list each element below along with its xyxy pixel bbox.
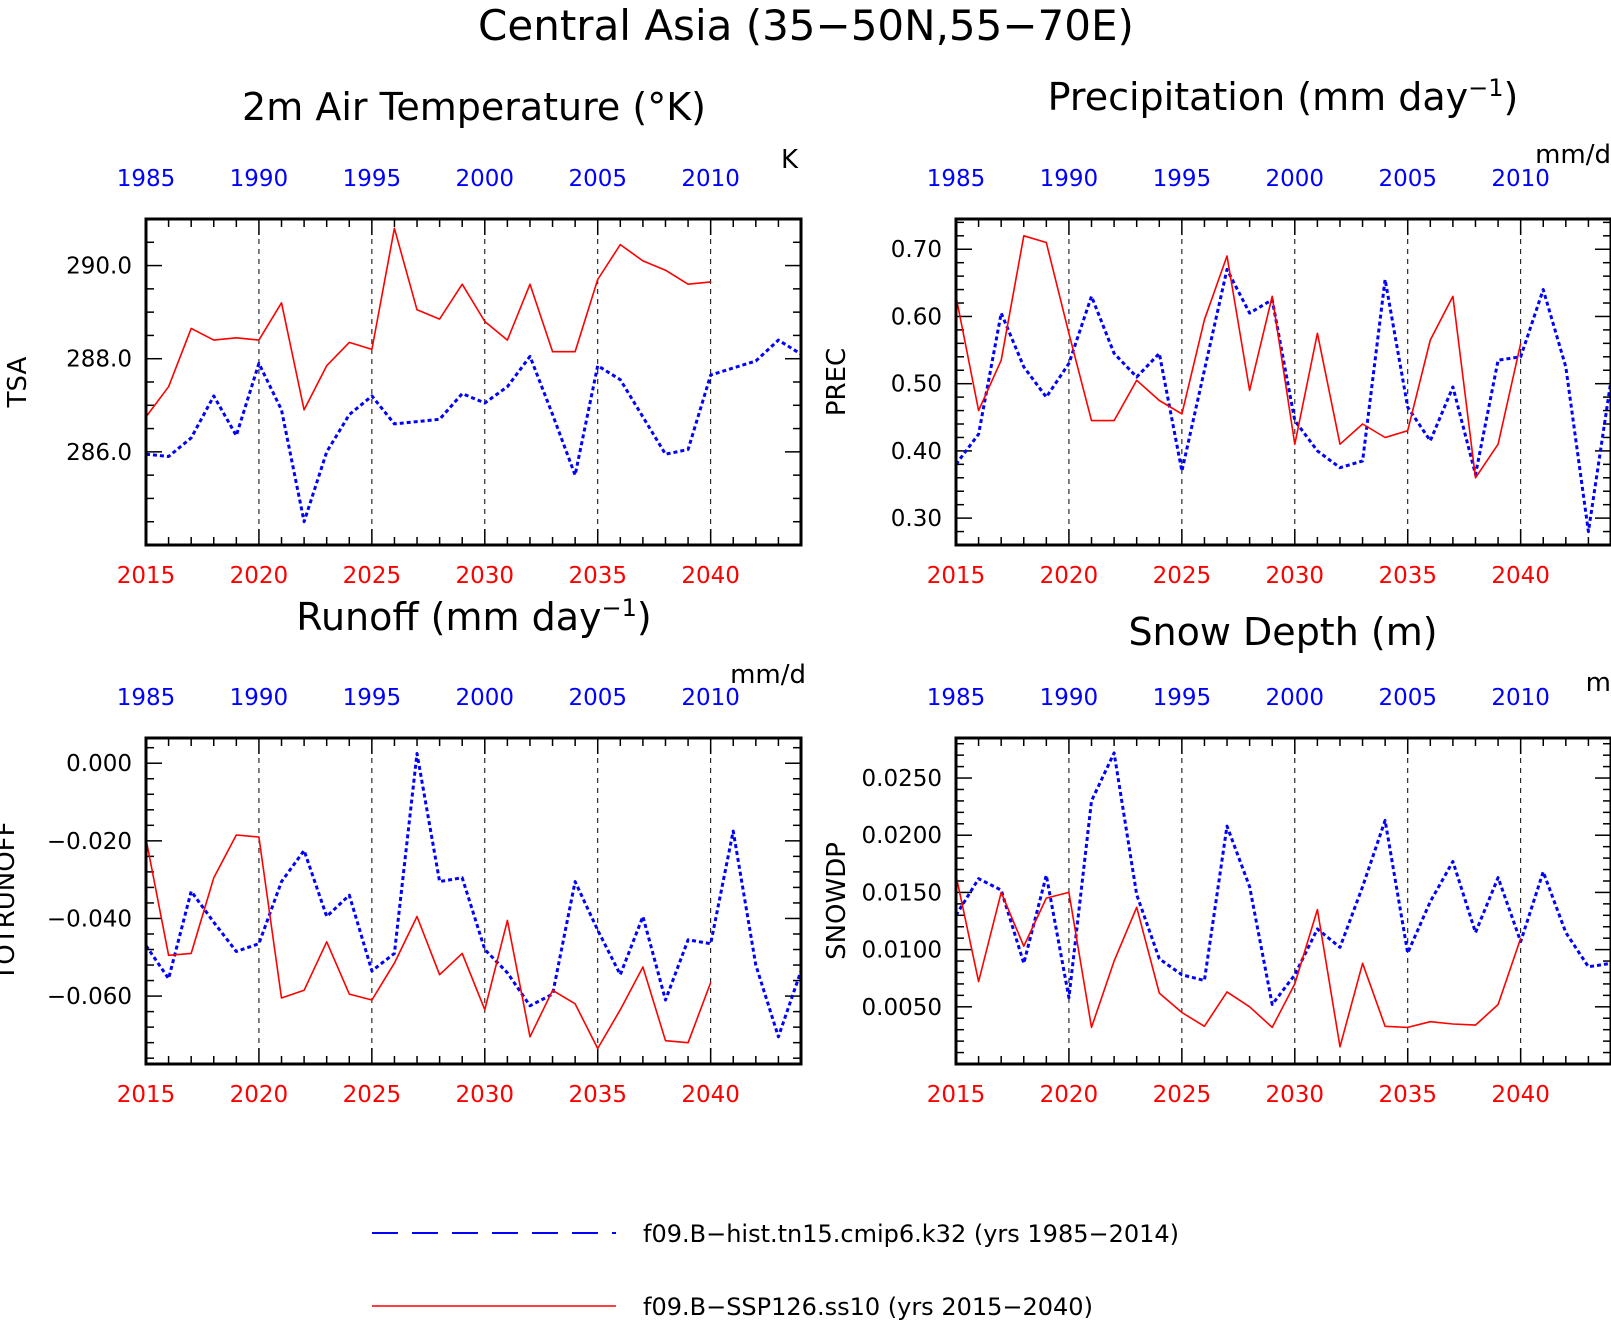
legend-label-ssp: f09.B−SSP126.ss10 (yrs 2015−2040) [643,1293,1093,1321]
x-tick-label-top: 1985 [117,166,176,192]
x-tick-label-bottom: 2020 [230,1082,289,1108]
series-line-ssp [955,235,1522,479]
x-tick-label-top: 1985 [117,685,176,711]
x-tick-label-top: 2000 [1266,685,1325,711]
y-axis-label: SNOWDP [822,842,852,960]
x-tick-label-bottom: 2025 [343,563,402,589]
x-tick-label-bottom: 2015 [117,1082,176,1108]
x-tick-label-bottom: 2040 [681,1082,740,1108]
series-line-ssp [145,227,711,418]
x-tick-label-bottom: 2015 [927,563,986,589]
series-line-ssp [955,875,1522,1048]
main-title: Central Asia (35−50N,55−70E) [478,1,1134,50]
x-tick-label-bottom: 2020 [230,563,289,589]
x-tick-label-bottom: 2030 [456,563,515,589]
y-tick-label: 0.0250 [862,766,942,792]
y-tick-label: 0.0100 [862,938,942,964]
x-tick-label-bottom: 2035 [568,563,627,589]
legend-label-hist: f09.B−hist.tn15.cmip6.k32 (yrs 1985−2014… [643,1220,1179,1248]
x-tick-label-top: 2000 [456,166,515,192]
unit-label: m [1586,668,1611,698]
x-tick-label-bottom: 2035 [1378,1082,1437,1108]
x-tick-label-top: 2005 [1378,685,1437,711]
chart-panel: Snow Depth (m) m SNOWDP 0.0050 0.0100 0.0150 0… [822,610,1611,1108]
x-tick-label-top: 2000 [1266,166,1325,192]
chart-panel: Runoff (mm day−1) mm/d TOTRUNOFF −0.060 −0.0… [0,594,806,1108]
legend: f09.B−hist.tn15.cmip6.k32 (yrs 1985−2014… [372,1220,1179,1321]
x-tick-label-top: 1995 [343,166,402,192]
y-tick-label: 0.000 [66,751,132,777]
x-tick-label-top: 1990 [1040,685,1099,711]
unit-label: K [781,145,799,175]
y-tick-label: 288.0 [66,347,132,373]
x-tick-label-bottom: 2035 [1378,563,1437,589]
series-line-hist [144,752,803,1039]
x-tick-label-top: 2010 [1491,166,1550,192]
series-line-ssp [145,834,712,1050]
unit-label: mm/d [1535,140,1611,170]
x-tick-label-top: 1990 [230,166,289,192]
chart-title: 2m Air Temperature (°K) [242,85,706,129]
y-tick-label: −0.060 [47,984,132,1010]
x-tick-label-top: 2000 [456,685,515,711]
y-tick-label: 0.60 [891,304,942,330]
x-tick-label-top: 2005 [1378,166,1437,192]
x-tick-label-bottom: 2035 [568,1082,627,1108]
x-tick-label-top: 1985 [927,166,986,192]
x-tick-label-bottom: 2040 [1491,563,1550,589]
plot-frame [954,736,1611,1066]
x-tick-label-top: 2005 [568,166,627,192]
y-tick-label: 0.0150 [862,880,942,906]
x-tick-label-top: 1985 [927,685,986,711]
x-tick-label-bottom: 2040 [1491,1082,1550,1108]
x-tick-label-top: 2010 [681,166,740,192]
x-tick-label-top: 2005 [568,685,627,711]
y-tick-label: 286.0 [66,440,132,466]
unit-label: mm/d [730,660,806,690]
y-tick-label: 0.40 [891,439,942,465]
x-tick-label-bottom: 2025 [1153,1082,1212,1108]
x-tick-label-top: 1990 [230,685,289,711]
series-line-hist [954,751,1611,1006]
y-tick-label: 0.50 [891,372,942,398]
x-tick-label-bottom: 2030 [1266,563,1325,589]
y-tick-label: 0.30 [891,506,942,532]
x-tick-label-top: 2010 [681,685,740,711]
x-tick-label-top: 1995 [1153,685,1212,711]
x-tick-label-bottom: 2020 [1040,1082,1099,1108]
plot-frame [144,736,803,1066]
plot-frame [144,217,803,547]
x-tick-label-top: 1990 [1040,166,1099,192]
x-tick-label-bottom: 2025 [343,1082,402,1108]
y-axis-label: TOTRUNOFF [0,821,21,981]
chart-panel: 2m Air Temperature (°K) K TSA 286.0 288.0 290… [3,85,803,589]
x-tick-label-bottom: 2030 [1266,1082,1325,1108]
chart-title: Runoff (mm day−1) [296,594,651,639]
y-tick-label: 290.0 [66,254,132,280]
x-tick-label-bottom: 2040 [681,563,740,589]
x-tick-label-top: 2010 [1491,685,1550,711]
x-tick-label-bottom: 2020 [1040,563,1099,589]
series-line-hist [954,267,1611,534]
x-tick-label-top: 1995 [343,685,402,711]
x-tick-label-bottom: 2030 [456,1082,515,1108]
y-tick-label: −0.040 [47,906,132,932]
x-tick-label-bottom: 2025 [1153,563,1212,589]
y-tick-label: 0.70 [891,237,942,263]
chart-panel: Precipitation (mm day−1) mm/d PREC 0.30 0.40… [822,74,1611,589]
series-line-hist [145,338,802,524]
x-tick-label-bottom: 2015 [117,563,176,589]
x-tick-label-top: 1995 [1153,166,1212,192]
plot-frame [954,217,1611,547]
chart-title: Precipitation (mm day−1) [1048,74,1519,119]
y-tick-label: −0.020 [47,829,132,855]
chart-title: Snow Depth (m) [1128,610,1437,654]
x-tick-label-bottom: 2015 [927,1082,986,1108]
y-axis-label: PREC [822,348,852,416]
y-tick-label: 0.0050 [862,995,942,1021]
y-axis-label: TSA [3,356,33,408]
y-tick-label: 0.0200 [862,823,942,849]
